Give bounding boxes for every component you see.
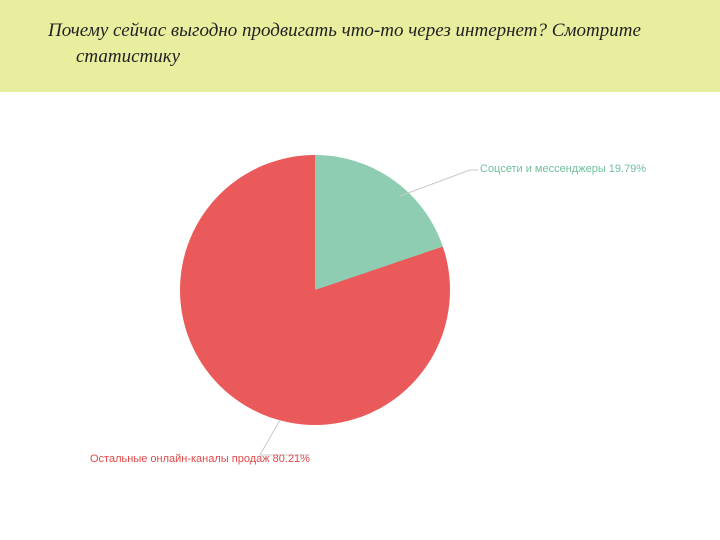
title-line-2: статистику — [48, 44, 688, 70]
pie-chart: Соцсети и мессенджеры 19.79% Остальные о… — [0, 100, 720, 540]
page-title: Почему сейчас выгодно продвигать что-то … — [48, 18, 688, 69]
title-line-1: Почему сейчас выгодно продвигать что-то … — [48, 18, 688, 44]
slice-label-social: Соцсети и мессенджеры 19.79% — [480, 163, 646, 175]
page-root: Почему сейчас выгодно продвигать что-то … — [0, 0, 720, 540]
pie-disc — [180, 155, 450, 425]
pie-wrap — [180, 155, 450, 425]
slice-label-other: Остальные онлайн-каналы продаж 80.21% — [90, 453, 310, 465]
